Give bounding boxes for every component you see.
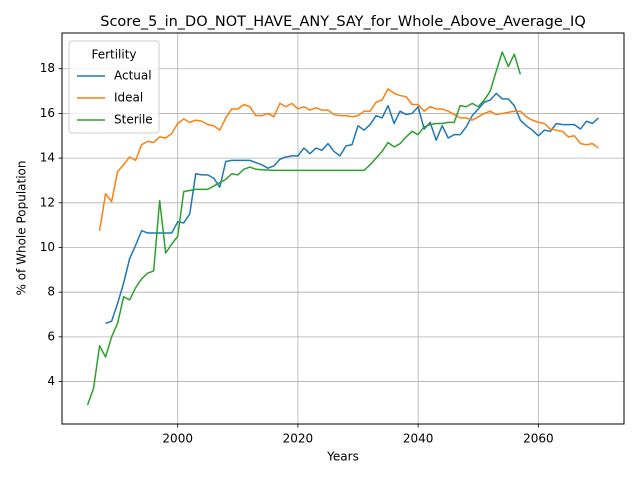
x-tick-label: 2060: [523, 432, 554, 446]
legend-title: Fertility: [91, 48, 136, 62]
data-line: [98, 88, 599, 231]
legend-label: Actual: [114, 69, 152, 83]
y-tick-label: 12: [40, 195, 55, 209]
y-tick-label: 10: [40, 240, 55, 254]
legend-box: [68, 40, 160, 134]
y-tick-label: 6: [47, 329, 55, 343]
x-tick-label: 2040: [403, 432, 434, 446]
grid: 2000 2020 2040 2060 4 6 8 10 12 14 16 18: [40, 33, 624, 446]
legend-label: Ideal: [114, 91, 143, 105]
y-tick-label: 18: [40, 61, 55, 75]
data-line: [86, 51, 522, 406]
x-tick-label: 2000: [162, 432, 193, 446]
y-tick-label: 8: [47, 285, 55, 299]
x-axis-label: Years: [326, 450, 359, 464]
axes-frame: [61, 32, 625, 425]
y-tick-label: 14: [40, 151, 55, 165]
y-axis-label: % of Whole Population: [15, 161, 29, 296]
legend-label: Sterile: [114, 113, 153, 127]
x-tick-label: 2020: [283, 432, 314, 446]
legend: Fertility Actual Ideal Sterile: [68, 40, 160, 134]
y-tick-label: 16: [40, 106, 55, 120]
plot-area: [86, 51, 599, 406]
chart-title: Score_5_in_DO_NOT_HAVE_ANY_SAY_for_Whole…: [100, 14, 586, 30]
y-tick-label: 4: [47, 374, 55, 388]
